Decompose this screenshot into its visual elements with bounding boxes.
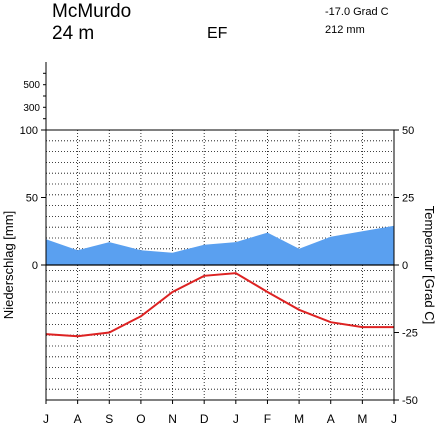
temperature-line	[45, 272, 394, 338]
station-elevation: 24 m	[52, 23, 94, 44]
x-axis-month-label: A	[327, 412, 335, 426]
y-axis-right-label: Temperatur [Grad C]	[422, 206, 437, 325]
x-axis-month-label: D	[200, 412, 209, 426]
x-axis-month-label: O	[136, 412, 145, 426]
right-axis-tick-label: -50	[402, 395, 418, 407]
x-axis-month-label: M	[294, 412, 304, 426]
x-axis-month-label: M	[357, 412, 367, 426]
x-axis-month-label: F	[264, 412, 271, 426]
upper-axis-minor-ticks	[43, 72, 46, 120]
right-axis-tick-label: 25	[402, 193, 414, 205]
upper-axis-tick-label: 300	[23, 103, 40, 114]
mean-temperature: -17.0 Grad C	[325, 6, 389, 18]
x-axis-month-label: N	[168, 412, 177, 426]
upper-axis-tick-label: 500	[23, 80, 40, 91]
y-axis-left-label: Niederschlag [mm]	[1, 211, 16, 319]
left-axis-tick-label: 0	[32, 260, 38, 272]
annual-precipitation: 212 mm	[325, 24, 365, 36]
x-axis-month-label: J	[43, 412, 49, 426]
right-axis-tick-label: -25	[402, 328, 418, 340]
x-axis-month-label: S	[105, 412, 113, 426]
left-axis-tick-label: 50	[26, 193, 38, 205]
left-axis-tick-label: 100	[20, 125, 38, 137]
right-axis-tick-label: 50	[402, 125, 414, 137]
right-axis-tick-label: 0	[402, 260, 408, 272]
climate-class: EF	[207, 25, 228, 42]
x-axis-month-label: A	[74, 412, 82, 426]
precipitation-area	[46, 225, 394, 265]
x-axis-month-label: J	[391, 412, 397, 426]
station-name: McMurdo	[52, 1, 131, 22]
x-axis-month-label: J	[233, 412, 239, 426]
